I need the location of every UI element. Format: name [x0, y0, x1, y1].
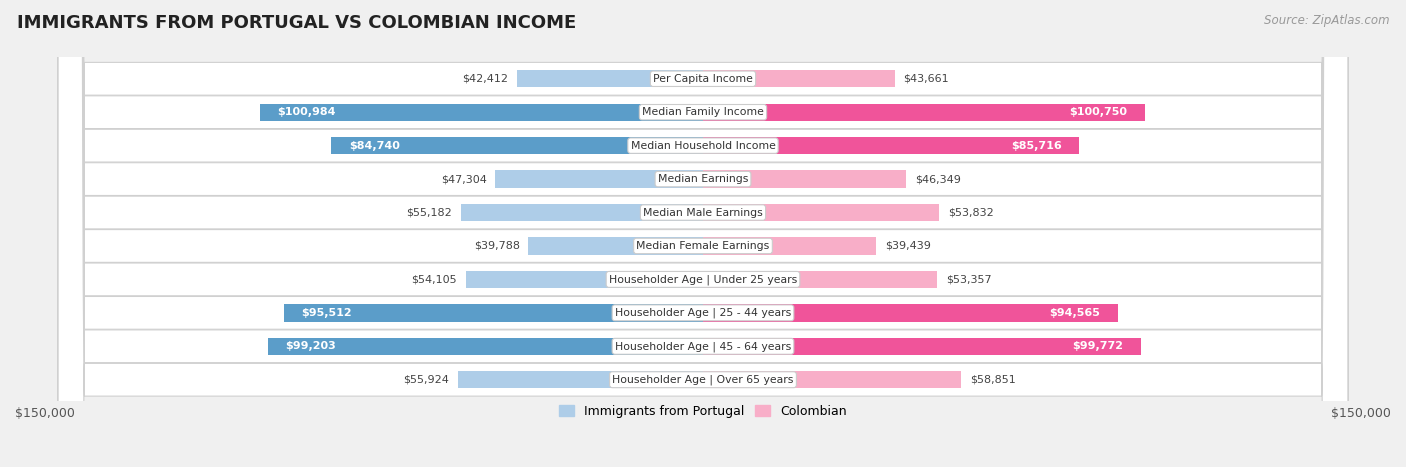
Text: $99,772: $99,772: [1073, 341, 1123, 351]
Text: $53,832: $53,832: [948, 207, 994, 218]
Bar: [495, 170, 703, 188]
Text: $39,788: $39,788: [474, 241, 520, 251]
FancyBboxPatch shape: [58, 0, 1348, 467]
FancyBboxPatch shape: [58, 0, 1348, 467]
Bar: [703, 371, 962, 389]
Text: $42,412: $42,412: [463, 74, 508, 84]
Text: $46,349: $46,349: [915, 174, 960, 184]
Bar: [458, 371, 703, 389]
Text: $53,357: $53,357: [946, 275, 991, 284]
Text: $85,716: $85,716: [1011, 141, 1062, 151]
Text: Householder Age | 45 - 64 years: Householder Age | 45 - 64 years: [614, 341, 792, 352]
Text: Median Family Income: Median Family Income: [643, 107, 763, 117]
Bar: [703, 137, 1078, 154]
FancyBboxPatch shape: [58, 0, 1348, 467]
Text: $55,182: $55,182: [406, 207, 453, 218]
Bar: [703, 170, 907, 188]
Bar: [703, 70, 894, 87]
Bar: [703, 338, 1140, 355]
Text: $95,512: $95,512: [301, 308, 352, 318]
FancyBboxPatch shape: [58, 0, 1348, 467]
FancyBboxPatch shape: [58, 0, 1348, 467]
Bar: [461, 204, 703, 221]
Bar: [465, 271, 703, 288]
Text: Householder Age | Under 25 years: Householder Age | Under 25 years: [609, 274, 797, 285]
Legend: Immigrants from Portugal, Colombian: Immigrants from Portugal, Colombian: [554, 400, 852, 423]
Bar: [703, 271, 936, 288]
Bar: [703, 304, 1118, 322]
Text: Householder Age | Over 65 years: Householder Age | Over 65 years: [612, 375, 794, 385]
Bar: [517, 70, 703, 87]
Bar: [332, 137, 703, 154]
Text: $58,851: $58,851: [970, 375, 1015, 385]
Bar: [529, 237, 703, 255]
Text: $54,105: $54,105: [411, 275, 457, 284]
FancyBboxPatch shape: [58, 0, 1348, 467]
Text: $100,750: $100,750: [1070, 107, 1128, 117]
Text: Median Male Earnings: Median Male Earnings: [643, 207, 763, 218]
Text: Source: ZipAtlas.com: Source: ZipAtlas.com: [1264, 14, 1389, 27]
Text: $99,203: $99,203: [285, 341, 336, 351]
Bar: [267, 338, 703, 355]
Bar: [284, 304, 703, 322]
Bar: [703, 104, 1144, 121]
Text: $43,661: $43,661: [903, 74, 949, 84]
Text: $100,984: $100,984: [277, 107, 336, 117]
FancyBboxPatch shape: [58, 0, 1348, 467]
Text: Median Female Earnings: Median Female Earnings: [637, 241, 769, 251]
Bar: [703, 237, 876, 255]
FancyBboxPatch shape: [58, 0, 1348, 467]
Text: $47,304: $47,304: [441, 174, 486, 184]
Bar: [703, 204, 939, 221]
Text: $84,740: $84,740: [349, 141, 399, 151]
Text: $55,924: $55,924: [404, 375, 449, 385]
Bar: [260, 104, 703, 121]
Text: $39,439: $39,439: [884, 241, 931, 251]
FancyBboxPatch shape: [58, 0, 1348, 467]
Text: Per Capita Income: Per Capita Income: [652, 74, 754, 84]
Text: Median Household Income: Median Household Income: [630, 141, 776, 151]
Text: IMMIGRANTS FROM PORTUGAL VS COLOMBIAN INCOME: IMMIGRANTS FROM PORTUGAL VS COLOMBIAN IN…: [17, 14, 576, 32]
Text: $94,565: $94,565: [1049, 308, 1101, 318]
Text: Median Earnings: Median Earnings: [658, 174, 748, 184]
Text: Householder Age | 25 - 44 years: Householder Age | 25 - 44 years: [614, 308, 792, 318]
FancyBboxPatch shape: [58, 0, 1348, 467]
